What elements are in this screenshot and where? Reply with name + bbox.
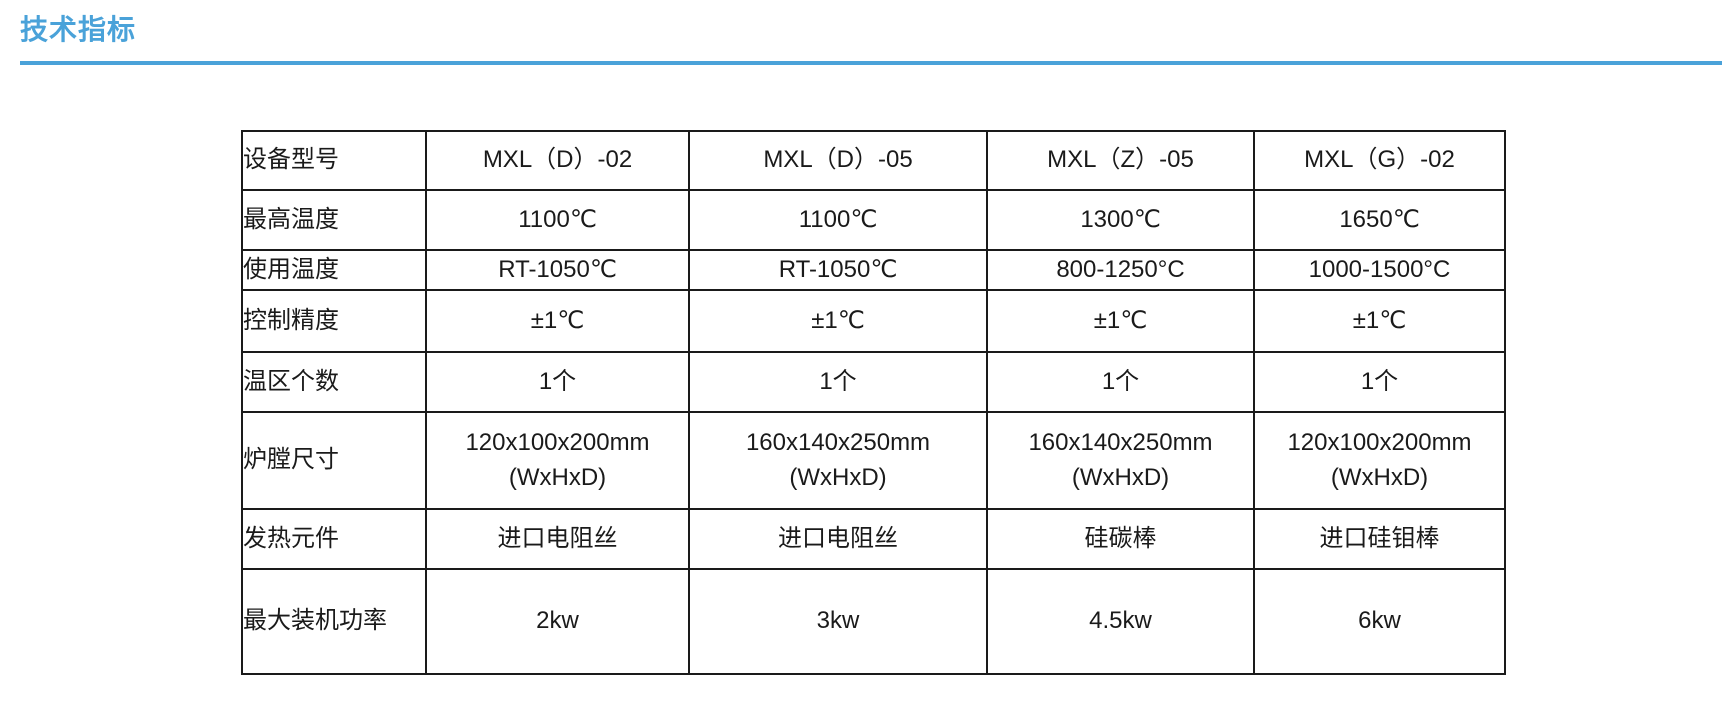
title-underline [20, 61, 1722, 65]
spec-value-cell: RT-1050℃ [425, 249, 690, 291]
spec-value-cell: 1650℃ [1253, 189, 1506, 251]
spec-value-cell: 1000-1500°C [1253, 249, 1506, 291]
spec-value-cell: 1个 [1253, 351, 1506, 413]
row-label-cell: 控制精度 [241, 289, 427, 353]
spec-value-cell: MXL（D）-05 [688, 130, 988, 191]
row-label-cell: 最大装机功率 [241, 568, 427, 675]
table-row: 最高温度 1100℃ 1100℃ 1300℃ 1650℃ [241, 189, 1506, 251]
spec-value-cell: MXL（D）-02 [425, 130, 690, 191]
spec-value-cell: 120x100x200mm (WxHxD) [425, 411, 690, 510]
spec-value-cell: MXL（G）-02 [1253, 130, 1506, 191]
row-label-cell: 炉膛尺寸 [241, 411, 427, 510]
spec-value-cell: 硅碳棒 [986, 508, 1255, 570]
spec-value-cell: 120x100x200mm (WxHxD) [1253, 411, 1506, 510]
spec-value-cell: 1个 [986, 351, 1255, 413]
row-label-cell: 最高温度 [241, 189, 427, 251]
spec-value-cell: 1个 [425, 351, 690, 413]
spec-value-cell: 进口硅钼棒 [1253, 508, 1506, 570]
spec-value-cell: RT-1050℃ [688, 249, 988, 291]
spec-value-cell: 4.5kw [986, 568, 1255, 675]
spec-value-cell: 6kw [1253, 568, 1506, 675]
spec-value-cell: 3kw [688, 568, 988, 675]
spec-value-cell: 1100℃ [688, 189, 988, 251]
table-row: 设备型号 MXL（D）-02 MXL（D）-05 MXL（Z）-05 MXL（G… [241, 130, 1506, 191]
spec-value-cell: 160x140x250mm (WxHxD) [688, 411, 988, 510]
spec-value-cell: 进口电阻丝 [688, 508, 988, 570]
table-row: 最大装机功率 2kw 3kw 4.5kw 6kw [241, 568, 1506, 675]
spec-value-cell: ±1℃ [986, 289, 1255, 353]
page-title: 技术指标 [20, 14, 137, 45]
table-row: 发热元件 进口电阻丝 进口电阻丝 硅碳棒 进口硅钼棒 [241, 508, 1506, 570]
spec-value-cell: 1100℃ [425, 189, 690, 251]
table-row: 控制精度 ±1℃ ±1℃ ±1℃ ±1℃ [241, 289, 1506, 353]
spec-value-cell: ±1℃ [1253, 289, 1506, 353]
spec-value-cell: 1300℃ [986, 189, 1255, 251]
table-row: 炉膛尺寸 120x100x200mm (WxHxD) 160x140x250mm… [241, 411, 1506, 510]
table-row: 温区个数 1个 1个 1个 1个 [241, 351, 1506, 413]
row-label-cell: 发热元件 [241, 508, 427, 570]
spec-table: 设备型号 MXL（D）-02 MXL（D）-05 MXL（Z）-05 MXL（G… [241, 130, 1506, 675]
spec-value-cell: 进口电阻丝 [425, 508, 690, 570]
spec-value-cell: ±1℃ [688, 289, 988, 353]
table-row: 使用温度 RT-1050℃ RT-1050℃ 800-1250°C 1000-1… [241, 249, 1506, 291]
spec-value-cell: 800-1250°C [986, 249, 1255, 291]
spec-value-cell: 1个 [688, 351, 988, 413]
spec-value-cell: 160x140x250mm (WxHxD) [986, 411, 1255, 510]
spec-value-cell: ±1℃ [425, 289, 690, 353]
row-label-cell: 温区个数 [241, 351, 427, 413]
spec-value-cell: MXL（Z）-05 [986, 130, 1255, 191]
row-label-cell: 使用温度 [241, 249, 427, 291]
row-label-cell: 设备型号 [241, 130, 427, 191]
spec-value-cell: 2kw [425, 568, 690, 675]
